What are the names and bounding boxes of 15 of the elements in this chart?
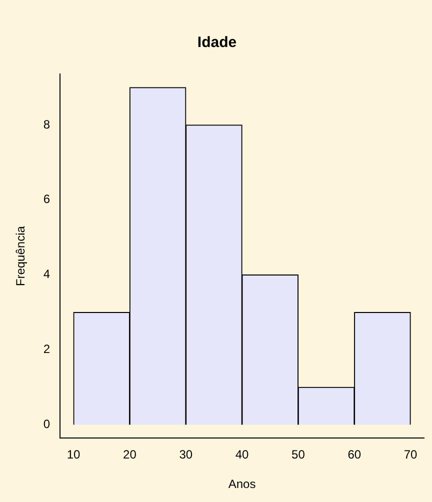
x-axis-title: Anos: [228, 477, 256, 492]
y-tick-label: 0: [43, 417, 50, 432]
y-tick-label: 8: [43, 117, 50, 132]
chart-title: Idade: [197, 34, 237, 52]
x-tick-label: 50: [292, 448, 306, 462]
x-tick-label: 70: [404, 448, 418, 462]
y-tick-label: 4: [43, 267, 50, 282]
x-tick-label: 20: [123, 448, 137, 462]
y-tick-label: 6: [43, 192, 50, 206]
x-tick-label: 30: [179, 448, 193, 462]
y-tick-label: 2: [43, 342, 50, 356]
x-tick-label: 10: [66, 448, 81, 462]
x-tick-label: 40: [235, 448, 250, 462]
x-tick-label: 60: [348, 448, 362, 462]
y-axis-title: Frequência: [14, 226, 28, 286]
